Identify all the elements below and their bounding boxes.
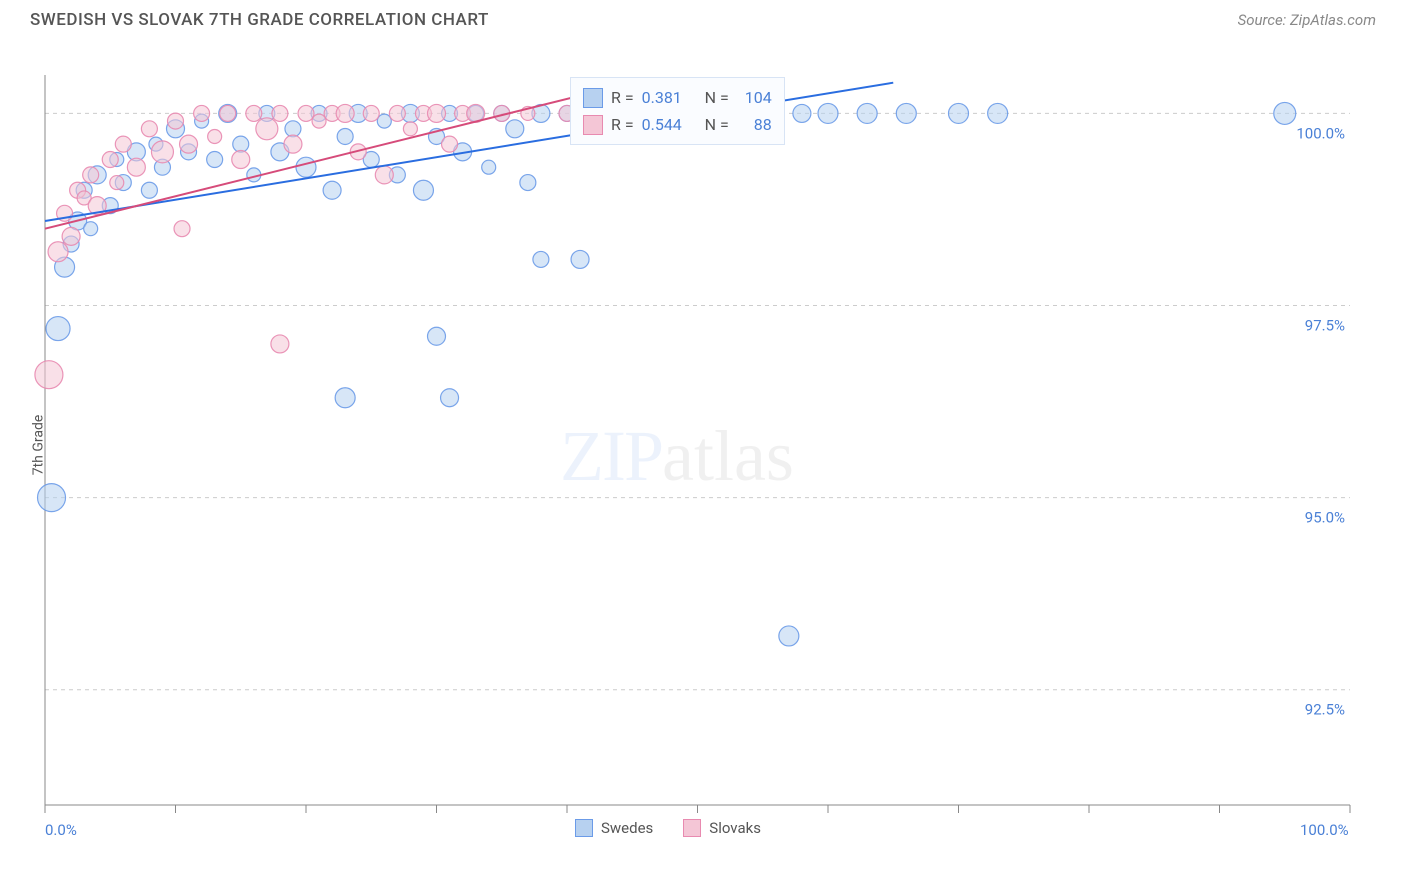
svg-text:100.0%: 100.0% bbox=[1300, 821, 1349, 839]
n-value: 88 bbox=[737, 111, 772, 138]
legend-item: Swedes bbox=[575, 819, 653, 837]
r-label: R = bbox=[611, 111, 634, 138]
svg-text:0.0%: 0.0% bbox=[45, 821, 77, 839]
legend-item: Slovaks bbox=[683, 819, 761, 837]
n-label: N = bbox=[705, 111, 729, 138]
svg-text:97.5%: 97.5% bbox=[1305, 317, 1345, 335]
svg-text:100.0%: 100.0% bbox=[1296, 124, 1345, 142]
legend-label: Swedes bbox=[601, 819, 653, 837]
stats-legend: R = 0.381 N = 104 R = 0.544 N = 88 bbox=[570, 77, 785, 145]
stats-legend-row: R = 0.544 N = 88 bbox=[583, 111, 772, 138]
scatter-chart: 100.0% 97.5% 95.0% 92.5% 0.0% 100.0% bbox=[0, 35, 1406, 855]
r-label: R = bbox=[611, 84, 634, 111]
svg-text:95.0%: 95.0% bbox=[1305, 509, 1345, 527]
source-label: Source: ZipAtlas.com bbox=[1238, 11, 1376, 29]
legend-swatch bbox=[583, 88, 603, 108]
legend-swatch bbox=[583, 115, 603, 135]
svg-text:92.5%: 92.5% bbox=[1305, 701, 1345, 719]
n-label: N = bbox=[705, 84, 729, 111]
legend-swatch bbox=[683, 819, 701, 837]
legend-swatch bbox=[575, 819, 593, 837]
n-value: 104 bbox=[737, 84, 772, 111]
r-value: 0.544 bbox=[642, 111, 697, 138]
r-value: 0.381 bbox=[642, 84, 697, 111]
chart-title: SWEDISH VS SLOVAK 7TH GRADE CORRELATION … bbox=[30, 10, 489, 30]
stats-legend-row: R = 0.381 N = 104 bbox=[583, 84, 772, 111]
chart-area: 7th Grade 100.0%97.5%95.0%92.5%0.0%100.0… bbox=[0, 35, 1406, 855]
legend-label: Slovaks bbox=[709, 819, 761, 837]
series-legend: Swedes Slovaks bbox=[575, 819, 761, 837]
